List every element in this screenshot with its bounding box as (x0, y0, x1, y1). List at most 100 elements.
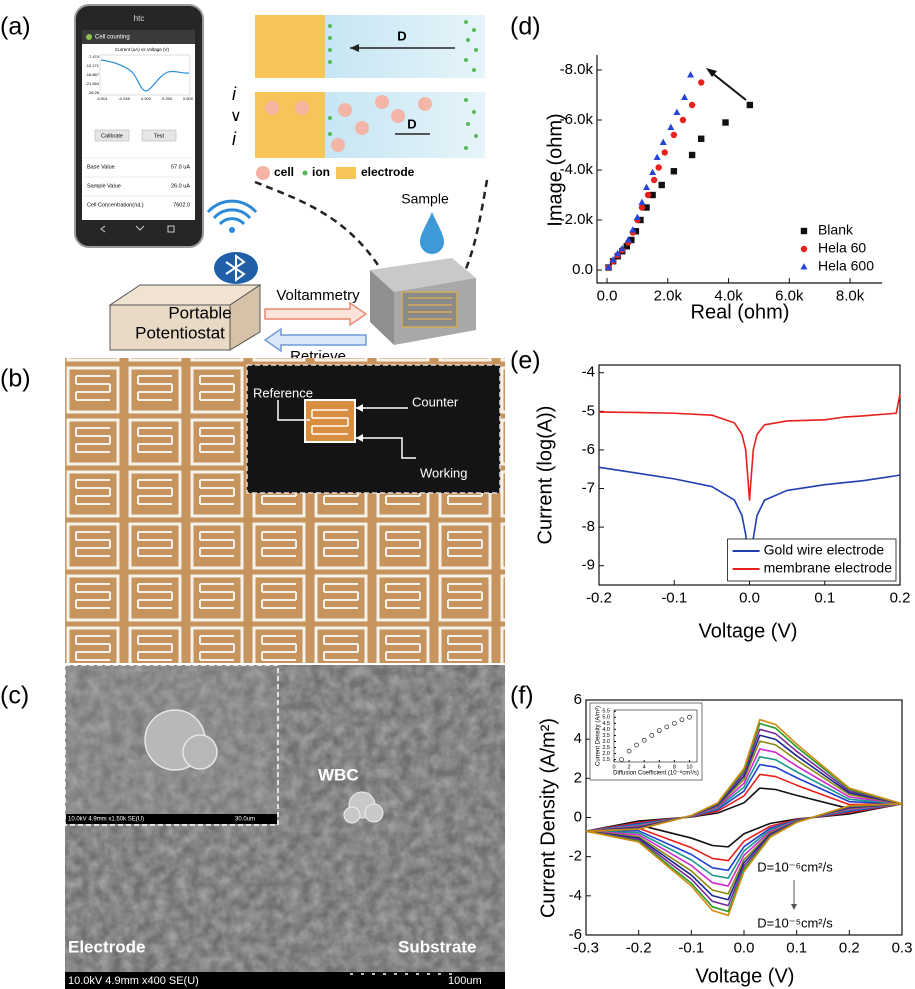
x-tick-label: 0 (612, 764, 615, 770)
phone-x-tick: 0.253 (162, 96, 173, 101)
electrode-label: Working (420, 465, 467, 480)
x-axis-label: Voltage (V) (699, 620, 798, 642)
marker (681, 94, 688, 100)
y-tick-label: 4 (574, 730, 582, 747)
phone-y-tick: -16.867 (85, 72, 99, 77)
annotation-arrow (791, 904, 797, 910)
phone-brand: htc (134, 14, 145, 23)
current-label: i (232, 129, 237, 149)
x-tick-label: 6 (658, 764, 661, 770)
marker (660, 139, 667, 145)
x-axis-label: Real (ohm) (691, 301, 790, 323)
x-axis-label: Diffusion Coefficient (10⁻⁶cm²/s) (613, 770, 699, 777)
marker (673, 109, 680, 115)
phone-x-tick: -0.501 (96, 96, 108, 101)
x-tick-label: 2 (628, 764, 631, 770)
y-tick-label: 3.0 (602, 739, 610, 745)
x-tick-label: -0.1 (661, 589, 687, 606)
distance-label: D (407, 116, 416, 131)
annotation: D=10⁻⁶cm²/s (757, 859, 833, 874)
phone-y-tick: -7.474 (88, 54, 100, 59)
y-axis-label: Current Density (A/m²) (537, 718, 559, 918)
phone-button-label: Calibrate (101, 133, 123, 139)
sem-inset-scale: 30.0um (235, 817, 255, 823)
x-tick-label: 10 (686, 764, 692, 770)
marker (667, 124, 674, 130)
figure: (a) (b) (c) (d) (e) (f) htc Cell countin… (0, 0, 915, 989)
marker (659, 182, 665, 188)
app-title: Cell counting (95, 35, 130, 41)
phone-row-label: Cell Concentration(/uL) (87, 202, 144, 208)
x-tick-label: 0.0 (734, 939, 755, 956)
legend-swatch (801, 246, 807, 252)
panel-label: (b) (0, 365, 31, 393)
marker (722, 119, 728, 125)
phone: htc Cell counting Current (uA) vs Voltag… (75, 5, 203, 247)
series-line (599, 394, 900, 500)
legend-label: Gold wire electrode (764, 542, 885, 558)
marker (639, 204, 645, 210)
y-tick-label: 6 (574, 691, 582, 708)
y-tick-label: -9 (582, 557, 595, 574)
marker (671, 132, 677, 138)
marker (662, 149, 668, 155)
phone-y-tick: -21.564 (85, 81, 99, 86)
panel-label: (e) (510, 347, 541, 375)
feature-label: WBC (318, 765, 359, 784)
legend-label: electrode (361, 165, 415, 179)
phone-button-label: Test (154, 133, 165, 139)
sem-footer: 10.0kV 4.9mm x400 SE(U) (68, 975, 199, 987)
annotation: D=10⁻⁵cm²/s (757, 915, 833, 930)
marker (680, 117, 686, 123)
x-axis-label: Voltage (V) (696, 965, 795, 987)
y-tick-label: -6 (582, 441, 595, 458)
phone-x-tick: 0.002 (141, 96, 152, 101)
panel-label: (c) (0, 682, 29, 710)
y-tick-label: -8.0k (560, 61, 594, 78)
y-tick-label: 2.0 (602, 751, 610, 757)
marker (698, 136, 704, 142)
panel-label: (f) (510, 682, 534, 710)
marker (687, 71, 694, 77)
y-tick-label: -4 (582, 364, 595, 381)
device-label: Potentiostat (135, 323, 225, 342)
legend-label: ion (312, 165, 330, 179)
phone-plot-title: Current (uA) vs Voltage (V) (115, 47, 170, 52)
y-tick-label: -2 (569, 848, 582, 865)
x-tick-label: 0.3 (892, 939, 913, 956)
y-tick-label: -6 (569, 926, 582, 943)
y-tick-label: 0.0 (572, 261, 593, 278)
y-tick-label: 2 (574, 769, 582, 786)
current-label: ∨ (230, 108, 242, 125)
electrode-label: Counter (412, 394, 459, 409)
marker (747, 102, 753, 108)
marker (655, 164, 661, 170)
x-tick-label: 0.1 (814, 589, 835, 606)
x-tick-label: 2.0k (654, 287, 683, 304)
y-tick-label: 4.5 (602, 721, 610, 727)
legend-swatch (800, 263, 807, 269)
y-tick-label: -5 (582, 402, 595, 419)
y-tick-label: -8 (582, 518, 595, 535)
arrow-label: Voltammetry (276, 287, 360, 304)
y-tick-label: 3.5 (602, 733, 610, 739)
x-tick-label: 8 (673, 764, 676, 770)
y-axis-label: Image (ohm) (544, 113, 566, 226)
sem-inset-footer: 10.0kV 4.9mm x1.50k SE(U) (68, 817, 144, 823)
y-tick-label: 0 (574, 808, 582, 825)
marker (638, 199, 645, 205)
marker (645, 192, 651, 198)
y-axis-label: Current Density (A/m²) (596, 706, 602, 766)
electrode-photo: Reference Counter Working (65, 358, 505, 663)
panel-label: (a) (0, 13, 31, 41)
region-label: Substrate (398, 937, 476, 956)
x-tick-label: -0.2 (586, 589, 612, 606)
legend-label: Hela 600 (818, 258, 874, 274)
annotation-arrow (712, 73, 746, 100)
current-label: i (232, 84, 237, 104)
x-tick-label: -0.2 (626, 939, 652, 956)
y-tick-label: 2.5 (602, 745, 610, 751)
marker (649, 169, 656, 175)
sem-image: 10.0kV 4.9mm x1.50k SE(U) 30.0um WBC Ele… (65, 665, 505, 989)
